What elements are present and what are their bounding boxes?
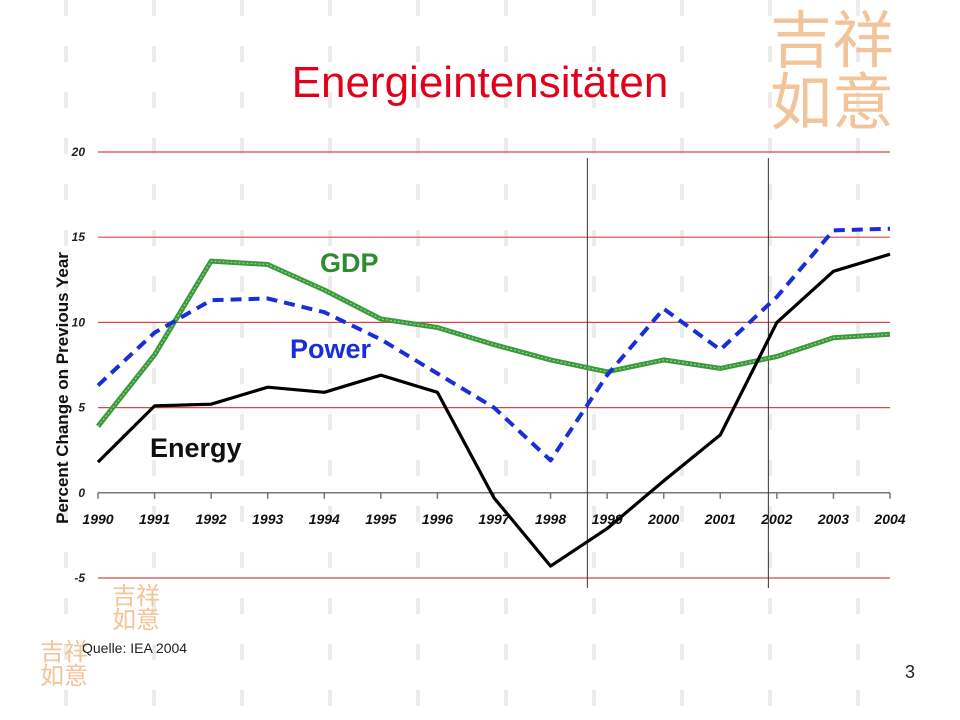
series-label-energy: Energy [150,433,242,463]
x-tick-label: 1993 [252,511,283,527]
x-tick-label: 1998 [535,511,566,527]
background-stripe [64,0,68,720]
y-tick-label: 15 [72,230,86,244]
calligraphy-seal-small: 吉祥 如意 [112,582,160,634]
y-tick-label: 5 [78,401,85,415]
y-tick-label: 10 [72,315,86,329]
background-stripe [328,0,332,720]
x-tick-label: 1990 [82,511,113,527]
background-stripe [504,0,508,720]
series-label-power: Power [290,334,372,364]
background-stripe [152,0,156,720]
calligraphy-seal-small: 吉祥 如意 [40,638,88,690]
x-tick-label: 2001 [704,511,736,527]
slide-title: Energieintensitäten [291,58,669,107]
calligraphy-watermark: 吉祥 如意 [770,4,895,139]
x-tick-label: 2000 [647,511,679,527]
y-tick-label: -5 [74,571,85,585]
x-tick-label: 2004 [873,511,905,527]
y-tick-label: 0 [78,486,85,500]
series-label-gdp: GDP [320,248,379,278]
x-tick-label: 1996 [422,511,453,527]
x-tick-label: 1991 [139,511,170,527]
background-stripe [680,0,684,720]
background-stripe [240,0,244,720]
y-tick-label: 20 [71,145,86,159]
x-tick-label: 1992 [196,511,227,527]
x-tick-label: 1994 [309,511,340,527]
x-tick-label: 1995 [365,511,396,527]
source-note: Quelle: IEA 2004 [82,640,188,656]
series-power-line [96,226,891,463]
background-stripe [592,0,596,720]
x-tick-label: 2003 [817,511,849,527]
x-tick-label: 1997 [478,511,510,527]
series-energy-line [96,252,891,568]
y-axis-title: Percent Change on Previous Year [53,252,72,524]
background-stripe [856,0,860,720]
page-number: 3 [905,662,916,682]
x-tick-label: 2002 [760,511,792,527]
